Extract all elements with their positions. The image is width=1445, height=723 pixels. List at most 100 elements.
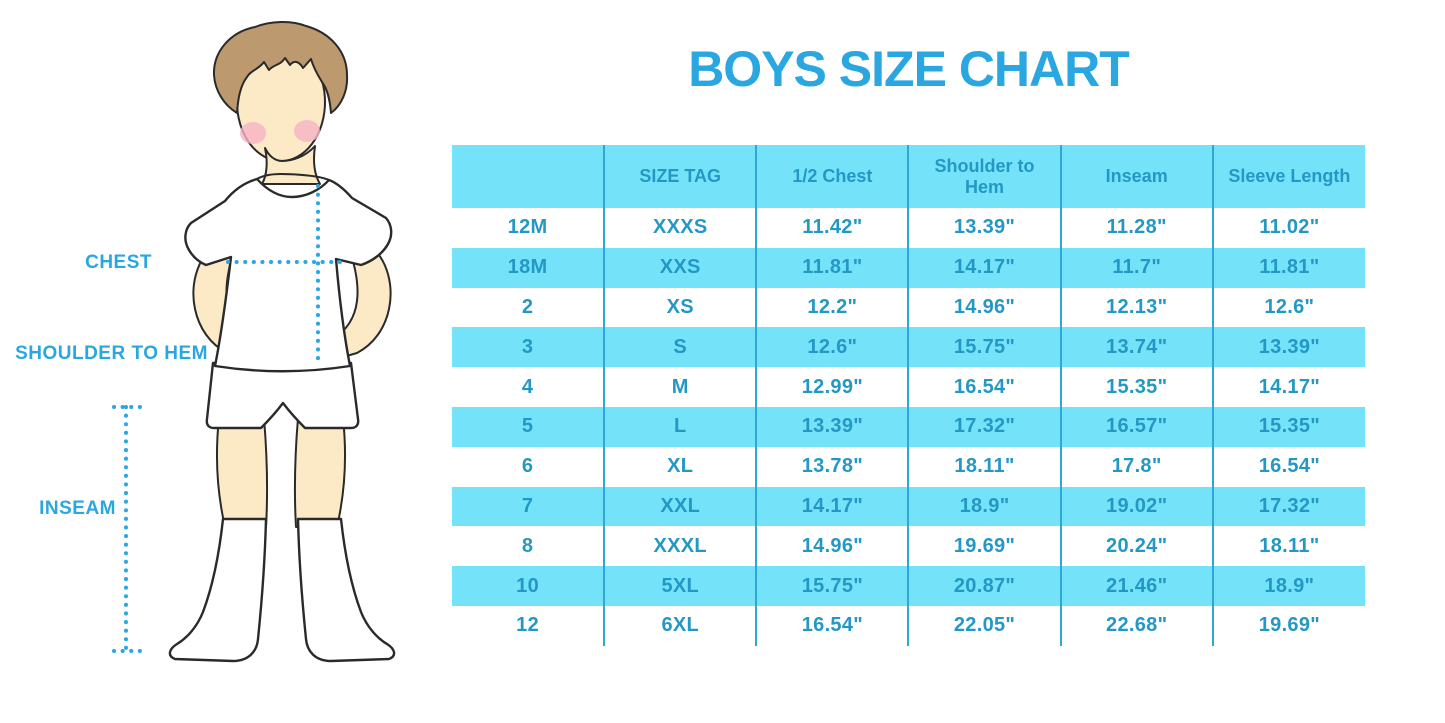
table-cell: 15.35" xyxy=(1211,406,1365,447)
column-header xyxy=(452,145,605,208)
table-cell: 20.87" xyxy=(907,566,1061,606)
table-cell: 12.99" xyxy=(755,367,909,407)
table-cell: 15.75" xyxy=(907,327,1061,368)
table-cell: 14.96" xyxy=(907,287,1061,328)
shoulder-to-hem-label: SHOULDER TO HEM xyxy=(15,343,208,364)
table-row: 3 S 12.6" 15.75" 13.74" 13.39" xyxy=(452,327,1365,368)
hair xyxy=(212,21,349,114)
table-cell: XXXS xyxy=(603,208,757,248)
shorts xyxy=(205,361,360,430)
table-cell: 13.39" xyxy=(755,406,909,447)
header-row: SIZE TAG 1/2 Chest Shoulder to Hem Inseam Sl… xyxy=(452,145,1365,208)
size-table-header: SIZE TAG 1/2 Chest Shoulder to Hem Inseam Sl… xyxy=(452,145,1365,208)
cheek-right xyxy=(294,120,320,142)
table-cell: 12.13" xyxy=(1059,287,1213,328)
inseam-label: INSEAM xyxy=(39,498,116,519)
table-cell: 11.7" xyxy=(1059,247,1213,288)
table-cell: 13.39" xyxy=(1211,327,1365,368)
table-cell: 22.68" xyxy=(1059,605,1213,646)
table-cell: 12.6" xyxy=(1211,287,1365,328)
table-cell: XS xyxy=(603,287,757,328)
column-header: Shoulder to Hem xyxy=(907,145,1061,208)
table-cell: 12 xyxy=(516,614,539,637)
table-cell: 19.69" xyxy=(1211,605,1365,646)
table-cell: 7 xyxy=(452,486,605,527)
table-cell: 18.11" xyxy=(907,446,1061,487)
table-cell: 11.02" xyxy=(1211,208,1365,248)
table-cell: 6XL xyxy=(603,605,757,646)
table-cell: 11.81" xyxy=(755,247,909,288)
table-cell: 11.28" xyxy=(1059,208,1213,248)
table-cell: 19.02" xyxy=(1059,486,1213,527)
table-cell: L xyxy=(603,406,757,447)
cheek-left xyxy=(240,122,266,144)
table-cell: 16.54" xyxy=(755,605,909,646)
leg-left xyxy=(216,417,269,528)
table-cell: 14.17" xyxy=(1211,367,1365,407)
table-cell: 11.81" xyxy=(1211,247,1365,288)
table-cell: 16.57" xyxy=(1059,406,1213,447)
table-cell: 18.9" xyxy=(907,486,1061,527)
table-row: 12M XXXS 11.42" 13.39" 11.28" 11.02" xyxy=(452,208,1365,248)
table-cell: 17.32" xyxy=(907,406,1061,447)
table-cell: 14.17" xyxy=(907,247,1061,288)
table-row: 4 M 12.99" 16.54" 15.35" 14.17" xyxy=(452,367,1365,407)
table-cell: 3 xyxy=(452,327,605,368)
leg-right xyxy=(293,417,346,528)
sock-left xyxy=(168,517,268,663)
table-cell: 12M xyxy=(507,216,548,239)
column-header: Sleeve Length xyxy=(1211,145,1365,208)
table-row: 12 6XL 16.54" 22.05" 22.68" 19.69" xyxy=(452,605,1365,646)
table-row: 6 XL 13.78" 18.11" 17.8" 16.54" xyxy=(452,446,1365,487)
table-cell: XXXL xyxy=(603,526,757,567)
table-cell: 16.54" xyxy=(1211,446,1365,487)
table-cell: 13.78" xyxy=(755,446,909,487)
boy-figure-svg: CHEST SHOULDER TO HEM INSEAM xyxy=(15,21,396,663)
table-cell: 17.32" xyxy=(1211,486,1365,527)
table-cell: XXL xyxy=(603,486,757,527)
column-header: Inseam xyxy=(1059,145,1213,208)
table-cell: 13.39" xyxy=(907,208,1061,248)
table-row: 5 L 13.39" 17.32" 16.57" 15.35" xyxy=(452,406,1365,447)
table-cell: 18.11" xyxy=(1211,526,1365,567)
table-cell: 22.05" xyxy=(907,605,1061,646)
table-row: 2 XS 12.2" 14.96" 12.13" 12.6" xyxy=(452,287,1365,328)
column-header: 1/2 Chest xyxy=(755,145,909,208)
table-cell: M xyxy=(603,367,757,407)
table-cell: XXS xyxy=(603,247,757,288)
sock-right xyxy=(296,517,396,663)
table-cell: 12.6" xyxy=(755,327,909,368)
column-header: SIZE TAG xyxy=(603,145,757,208)
table-cell: 8 xyxy=(521,534,534,557)
chest-label: CHEST xyxy=(85,252,152,273)
table-cell: 19.69" xyxy=(907,526,1061,567)
page-title: BOYS SIZE CHART xyxy=(688,41,1130,97)
table-row: 10 5XL 15.75" 20.87" 21.46" 18.9" xyxy=(452,566,1365,606)
table-cell: 5 xyxy=(452,406,605,447)
table-cell: 15.35" xyxy=(1059,367,1213,407)
table-cell: 18.9" xyxy=(1211,566,1365,606)
collar-line xyxy=(256,172,330,181)
table-cell: 6 xyxy=(521,455,534,478)
boy-measurement-illustration: CHEST SHOULDER TO HEM INSEAM xyxy=(0,0,460,723)
table-cell: 10 xyxy=(452,566,605,606)
table-cell: 5XL xyxy=(603,566,757,606)
table-cell: 16.54" xyxy=(907,367,1061,407)
size-table-body: 12M XXXS 11.42" 13.39" 11.28" 11.02" 18M XXS 11.… xyxy=(452,208,1365,646)
table-cell: 15.75" xyxy=(755,566,909,606)
table-row: 8 XXXL 14.96" 19.69" 20.24" 18.11" xyxy=(452,526,1365,567)
table-cell: 12.2" xyxy=(755,287,909,328)
table-cell: S xyxy=(603,327,757,368)
size-table: SIZE TAG 1/2 Chest Shoulder to Hem Inseam Sl… xyxy=(452,145,1365,646)
table-cell: 14.96" xyxy=(755,526,909,567)
table-cell: 20.24" xyxy=(1059,526,1213,567)
table-cell: 17.8" xyxy=(1059,446,1213,487)
table-cell: 21.46" xyxy=(1059,566,1213,606)
table-cell: 14.17" xyxy=(755,486,909,527)
table-cell: 13.74" xyxy=(1059,327,1213,368)
table-cell: 11.42" xyxy=(755,208,909,248)
table-cell: 2 xyxy=(521,295,534,318)
table-row: 18M XXS 11.81" 14.17" 11.7" 11.81" xyxy=(452,247,1365,288)
table-row: 7 XXL 14.17" 18.9" 19.02" 17.32" xyxy=(452,486,1365,527)
